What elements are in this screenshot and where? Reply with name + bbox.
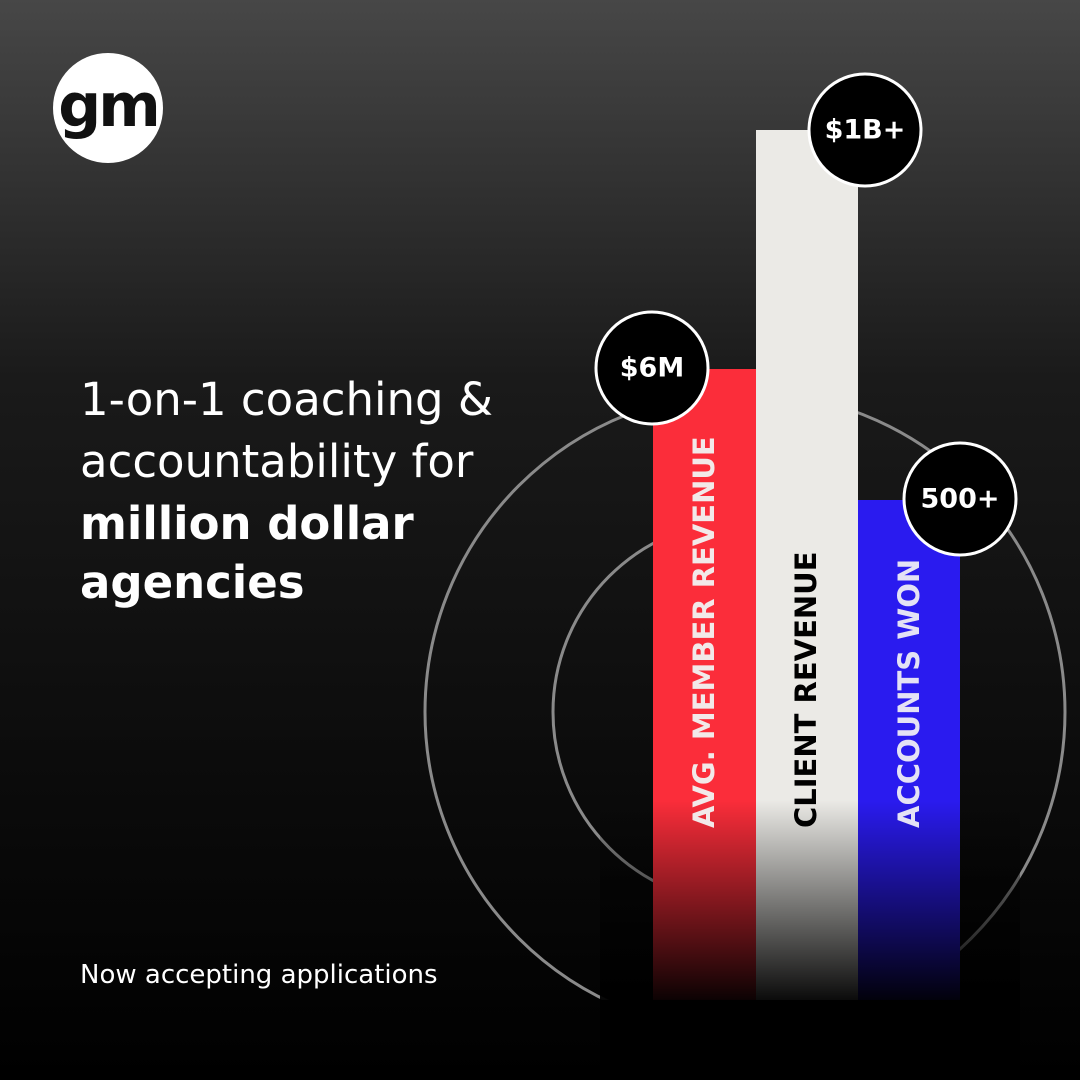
headline-line: million dollar — [80, 497, 415, 550]
stat-value: $6M — [620, 353, 684, 384]
headline-line: 1-on-1 coaching & — [80, 373, 493, 426]
bottom — [600, 1000, 1020, 1080]
bar-fade — [600, 800, 1020, 1010]
stat-label: ACCOUNTS WON — [892, 559, 926, 828]
value-badge — [594, 310, 710, 426]
headline-line: accountability for — [80, 435, 474, 488]
stat-label: AVG. MEMBER REVENUE — [687, 436, 721, 828]
logo — [53, 53, 163, 163]
footer: Now accepting applications — [80, 960, 438, 990]
logo-text: gm — [58, 71, 157, 141]
value-badge — [807, 72, 923, 188]
headline-line: agencies — [80, 556, 305, 609]
stat-label: CLIENT REVENUE — [789, 551, 823, 828]
value-badge — [902, 441, 1018, 557]
stat-value: 500+ — [921, 484, 1000, 515]
stat-value: $1B+ — [825, 115, 906, 146]
